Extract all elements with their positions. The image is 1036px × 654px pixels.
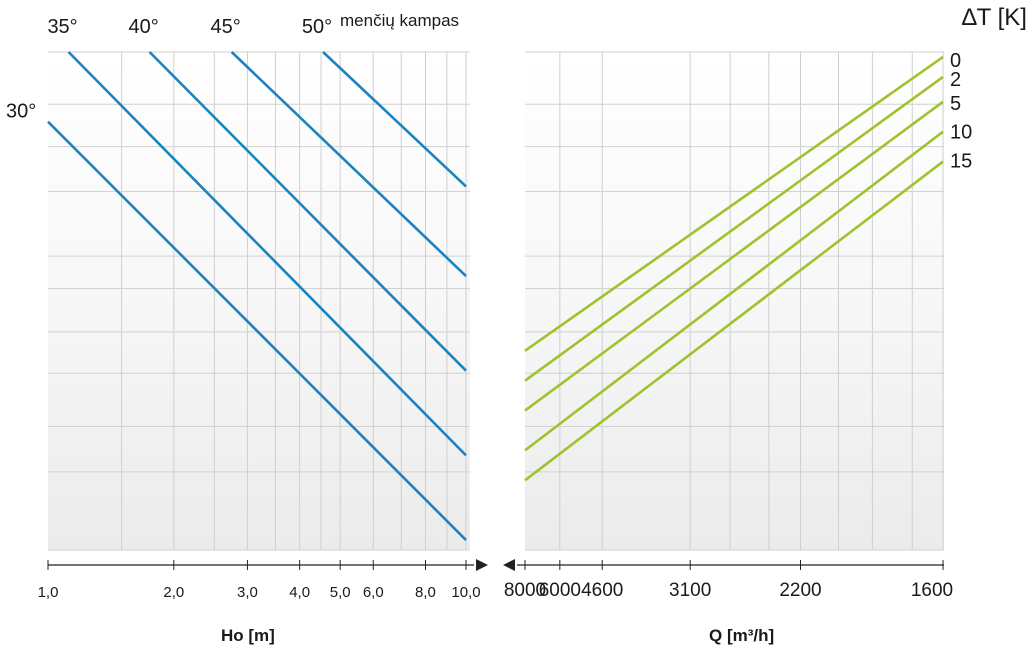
left-plot-area bbox=[48, 52, 470, 550]
right-tick-label: 2200 bbox=[779, 580, 821, 601]
left-series-line bbox=[322, 51, 467, 188]
left-series-lines bbox=[47, 51, 467, 541]
left-x-axis bbox=[47, 559, 488, 571]
left-tick-label: 2,0 bbox=[163, 584, 184, 601]
right-series-labels: 025 10 15 bbox=[950, 50, 972, 173]
right-tick-label: 3100 bbox=[669, 580, 711, 601]
left-tick-label: 4,0 bbox=[289, 584, 310, 601]
left-panel: 1,0 2,0 3,0 4,0 5,0 6,0 8,0 10,0 30° 35° 40° 45° 50… bbox=[6, 16, 488, 601]
left-series-label: 30° bbox=[6, 101, 36, 123]
right-series-line bbox=[524, 100, 944, 412]
right-series-lines bbox=[524, 55, 944, 482]
right-plot-area bbox=[525, 52, 944, 550]
right-tick-label: 6000 bbox=[539, 580, 581, 601]
left-x-axis-label: Ho [m] bbox=[221, 626, 275, 645]
left-series-line bbox=[67, 51, 467, 457]
left-tick-label: 10,0 bbox=[451, 584, 480, 601]
left-tick-labels: 1,0 2,0 3,0 4,0 5,0 6,0 8,0 10,0 bbox=[38, 584, 481, 601]
left-tick-label: 6,0 bbox=[363, 584, 384, 601]
right-series-label: 5 bbox=[950, 93, 961, 115]
left-series-line bbox=[230, 51, 467, 278]
right-series-label: 2 bbox=[950, 69, 961, 91]
left-series-title: menčių kampas bbox=[340, 11, 460, 30]
right-series-label: 10 bbox=[950, 122, 972, 144]
left-tick-label: 5,0 bbox=[330, 584, 351, 601]
right-x-axis-label: Q [m³/h] bbox=[709, 626, 775, 645]
left-series-label: 45° bbox=[211, 16, 241, 38]
right-axis-arrow bbox=[503, 559, 515, 571]
right-tick-label: 8000 bbox=[504, 580, 546, 601]
right-tick-label: 1600 bbox=[911, 580, 953, 601]
right-x-axis bbox=[503, 559, 944, 571]
left-series-line bbox=[148, 51, 467, 372]
left-series-labels: 30° 35° 40° 45° 50° bbox=[6, 16, 332, 123]
right-series-line bbox=[524, 160, 944, 482]
left-tick-label: 1,0 bbox=[38, 584, 59, 601]
left-tick-label: 3,0 bbox=[237, 584, 258, 601]
right-series-label: 15 bbox=[950, 151, 972, 173]
right-series-line bbox=[524, 75, 944, 382]
right-series-label: 0 bbox=[950, 50, 961, 72]
left-series-line bbox=[47, 120, 467, 541]
left-tick-label: 8,0 bbox=[415, 584, 436, 601]
right-series-line bbox=[524, 130, 944, 452]
left-series-label: 40° bbox=[128, 16, 158, 38]
right-series-title: ∆T [K] bbox=[962, 4, 1027, 31]
left-series-label: 50° bbox=[302, 16, 332, 38]
right-grid bbox=[525, 51, 944, 551]
left-axis-arrow bbox=[476, 559, 488, 571]
right-series-line bbox=[524, 55, 944, 352]
left-series-label: 35° bbox=[47, 16, 77, 38]
right-tick-label: 4600 bbox=[581, 580, 623, 601]
